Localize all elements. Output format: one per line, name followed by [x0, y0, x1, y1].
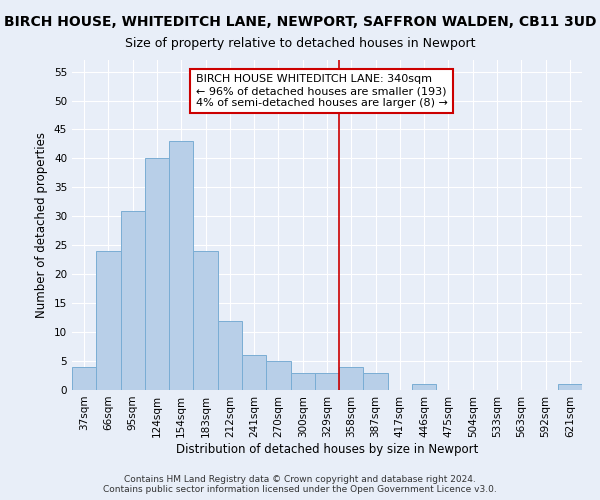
Bar	[412, 384, 436, 390]
Text: Size of property relative to detached houses in Newport: Size of property relative to detached ho…	[125, 38, 475, 51]
Bar	[145, 158, 169, 390]
Bar	[558, 384, 582, 390]
X-axis label: Distribution of detached houses by size in Newport: Distribution of detached houses by size …	[176, 442, 478, 456]
Text: BIRCH HOUSE, WHITEDITCH LANE, NEWPORT, SAFFRON WALDEN, CB11 3UD: BIRCH HOUSE, WHITEDITCH LANE, NEWPORT, S…	[4, 15, 596, 29]
Bar	[364, 372, 388, 390]
Bar	[315, 372, 339, 390]
Bar	[290, 372, 315, 390]
Text: BIRCH HOUSE WHITEDITCH LANE: 340sqm
← 96% of detached houses are smaller (193)
4: BIRCH HOUSE WHITEDITCH LANE: 340sqm ← 96…	[196, 74, 448, 108]
Bar	[193, 251, 218, 390]
Bar	[96, 251, 121, 390]
Y-axis label: Number of detached properties: Number of detached properties	[35, 132, 49, 318]
Bar	[218, 320, 242, 390]
Text: Contains HM Land Registry data © Crown copyright and database right 2024.
Contai: Contains HM Land Registry data © Crown c…	[103, 474, 497, 494]
Bar	[242, 356, 266, 390]
Bar	[266, 361, 290, 390]
Bar	[121, 210, 145, 390]
Bar	[339, 367, 364, 390]
Bar	[169, 141, 193, 390]
Bar	[72, 367, 96, 390]
